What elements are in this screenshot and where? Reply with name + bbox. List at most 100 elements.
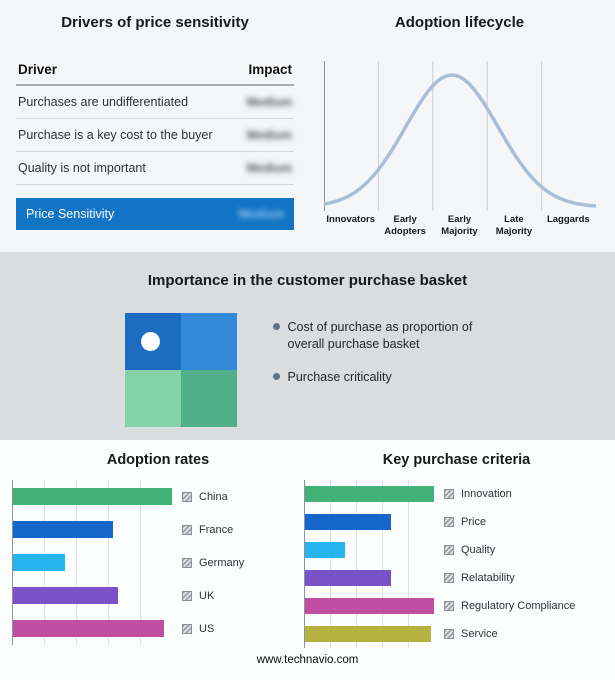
- legend-label: Quality: [461, 544, 496, 556]
- drivers-rows: Purchases are undifferentiated Medium Purc…: [16, 86, 294, 185]
- legend-label: Innovation: [461, 488, 512, 500]
- purchase-basket-section: Importance in the customer purchase bask…: [0, 252, 615, 440]
- bar-row: [305, 592, 434, 620]
- adoption-rates-chart: Adoption rates China France Germany UK US: [12, 452, 304, 648]
- legend-item: Germany: [182, 546, 244, 579]
- bell-curve-line: [321, 73, 598, 208]
- driver-row: Quality is not important Medium: [16, 152, 294, 185]
- bar-price: [305, 514, 392, 530]
- key-purchase-criteria-plot: [304, 480, 434, 648]
- legend-label: Germany: [199, 556, 245, 569]
- bar-france: [13, 521, 114, 538]
- legend-item: Relatability: [444, 564, 575, 592]
- bar-row: [13, 480, 172, 513]
- lifecycle-panel: Adoption lifecycle Innovators Early Adopt…: [308, 10, 615, 252]
- lifecycle-bell-curve-chart: [321, 61, 598, 211]
- bar-us: [13, 620, 165, 637]
- lifecycle-stage-labels: Innovators Early Adopters Early Majority La…: [324, 214, 596, 238]
- bullet-icon: [272, 372, 280, 380]
- drivers-table-header: Driver Impact: [16, 55, 294, 86]
- website-link[interactable]: www.technavio.com: [256, 654, 359, 666]
- bullet-item: Purchase criticality: [272, 369, 491, 386]
- adoption-rates-legend: China France Germany UK US: [182, 480, 244, 645]
- bar-row: [305, 480, 434, 508]
- legend-label: Regulatory Compliance: [461, 600, 576, 612]
- adoption-rates-plot: [12, 480, 172, 645]
- drivers-panel: Drivers of price sensitivity Driver Impa…: [0, 10, 308, 252]
- price-sensitivity-impact: Medium: [238, 207, 284, 221]
- legend-item: US: [182, 612, 244, 645]
- legend-item: Quality: [444, 536, 575, 564]
- legend-swatch-icon: [182, 623, 192, 634]
- legend-swatch-icon: [444, 629, 454, 639]
- column-impact: Impact: [248, 62, 292, 77]
- bar-row: [305, 536, 434, 564]
- quadrant-bottom-right: [180, 370, 237, 427]
- bar-uk: [13, 587, 118, 604]
- legend-item: UK: [182, 579, 244, 612]
- legend-swatch-icon: [444, 573, 454, 583]
- bar-germany: [13, 554, 66, 571]
- bar-charts: Adoption rates China France Germany UK US Ke…: [0, 452, 615, 648]
- legend-label: Service: [461, 628, 498, 640]
- legend-swatch-icon: [182, 590, 192, 601]
- legend-label: US: [199, 622, 215, 635]
- bar-row: [305, 620, 434, 648]
- bullet-text: Purchase criticality: [287, 369, 392, 384]
- bar-regulatory-compliance: [305, 598, 434, 614]
- bar-relatability: [305, 570, 392, 586]
- bar-row: [13, 579, 172, 612]
- legend-label: France: [199, 523, 234, 536]
- legend-label: Relatability: [461, 572, 515, 584]
- stage-label: Laggards: [546, 214, 590, 225]
- legend-item: China: [182, 480, 244, 513]
- bullet-text: Cost of purchase as proportion of overal…: [287, 320, 473, 351]
- driver-label: Purchase is a key cost to the buyer: [18, 128, 213, 142]
- bullet-item: Cost of purchase as proportion of overal…: [272, 319, 491, 353]
- bar-china: [13, 488, 172, 505]
- legend-label: China: [199, 490, 228, 503]
- price-sensitivity-row[interactable]: Price Sensitivity Medium: [16, 198, 294, 230]
- bar-row: [13, 546, 172, 579]
- bar-quality: [305, 542, 345, 558]
- quadrant-bottom-left: [124, 370, 181, 427]
- legend-swatch-icon: [444, 545, 454, 555]
- stage-label: Early Majority: [441, 214, 478, 237]
- driver-label: Purchases are undifferentiated: [18, 95, 189, 109]
- highlight-dot: [140, 332, 160, 351]
- drivers-title: Drivers of price sensitivity: [61, 14, 249, 31]
- key-purchase-criteria-chart: Key purchase criteria Innovation Price Qua…: [304, 452, 609, 648]
- bottom-section: Adoption rates China France Germany UK US Ke…: [0, 440, 615, 680]
- stage-label: Late Majority: [495, 214, 533, 237]
- bar-row: [13, 612, 172, 645]
- legend-item: Service: [444, 620, 575, 648]
- legend-swatch-icon: [182, 524, 192, 535]
- purchase-basket-title: Importance in the customer purchase bask…: [147, 272, 468, 289]
- legend-item: Regulatory Compliance: [444, 592, 575, 620]
- bar-row: [305, 508, 434, 536]
- quadrant-top-right: [180, 313, 237, 370]
- top-section: Drivers of price sensitivity Driver Impa…: [0, 0, 615, 252]
- bullet-icon: [272, 323, 280, 330]
- bell-curve-svg: [321, 61, 598, 211]
- bar-row: [305, 564, 434, 592]
- bar-service: [305, 626, 432, 642]
- legend-item: France: [182, 513, 244, 546]
- legend-label: Price: [461, 516, 487, 528]
- lifecycle-title: Adoption lifecycle: [394, 14, 525, 31]
- legend-swatch-icon: [182, 491, 192, 502]
- stage-label: Innovators: [326, 214, 375, 225]
- impact-value: Medium: [246, 161, 292, 175]
- driver-label: Quality is not important: [18, 161, 146, 175]
- legend-label: UK: [199, 589, 215, 602]
- legend-swatch-icon: [444, 601, 454, 611]
- impact-value: Medium: [246, 95, 292, 109]
- drivers-table: Driver Impact Purchases are undifferenti…: [16, 55, 294, 230]
- legend-swatch-icon: [182, 557, 192, 568]
- legend-swatch-icon: [444, 517, 454, 527]
- purchase-basket-content: Cost of purchase as proportion of overal…: [0, 313, 615, 427]
- key-purchase-criteria-title: Key purchase criteria: [382, 452, 531, 468]
- adoption-rates-title: Adoption rates: [106, 452, 210, 468]
- price-sensitivity-label: Price Sensitivity: [26, 207, 115, 221]
